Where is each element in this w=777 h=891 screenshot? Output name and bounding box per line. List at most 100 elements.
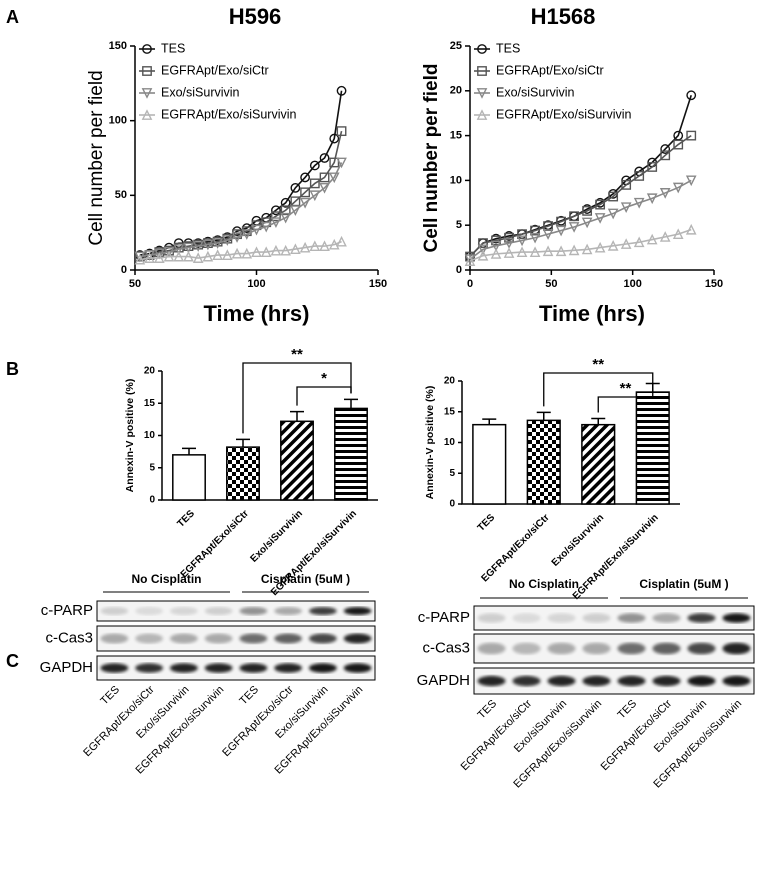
panel-label: A: [6, 7, 19, 27]
marker: [163, 247, 175, 258]
marker: [271, 205, 281, 216]
band: [308, 607, 337, 615]
band: [617, 675, 646, 687]
band: [477, 675, 506, 687]
band: [617, 613, 646, 623]
marker: [672, 182, 684, 194]
bar: [172, 454, 206, 501]
marker: [336, 157, 347, 169]
band: [477, 613, 506, 623]
marker: [336, 235, 347, 247]
marker: [309, 178, 320, 189]
marker: [173, 244, 185, 255]
y-tick-label: 0: [449, 499, 455, 510]
significance-label: **: [592, 356, 604, 373]
marker: [620, 202, 632, 214]
error-bar: [236, 438, 250, 448]
row-label: GAPDH: [40, 659, 93, 676]
legend-label: TES: [161, 41, 185, 55]
band: [100, 607, 129, 615]
bar: [334, 407, 368, 501]
marker: [212, 238, 223, 249]
marker: [329, 133, 340, 144]
band: [100, 663, 129, 673]
row-label: c-Cas3: [422, 639, 470, 656]
marker: [608, 191, 619, 202]
row-label: c-Cas3: [45, 629, 93, 646]
marker: [620, 238, 632, 249]
band: [135, 633, 164, 644]
marker: [542, 245, 554, 257]
error-bar: [182, 447, 196, 455]
lane-label: TES: [237, 684, 261, 708]
row-label: GAPDH: [417, 672, 470, 689]
marker: [336, 126, 347, 137]
marker: [231, 232, 243, 243]
marker: [594, 213, 606, 224]
legend-marker: [477, 66, 487, 76]
group-label: Cisplatin (5uM ): [639, 577, 728, 591]
band: [547, 675, 576, 687]
significance-label: **: [620, 380, 632, 397]
band: [135, 663, 164, 673]
marker: [568, 244, 580, 256]
significance-bracket: [543, 372, 654, 407]
marker: [309, 160, 320, 171]
marker: [270, 244, 282, 256]
series-line: [139, 162, 343, 258]
marker: [153, 252, 165, 263]
marker: [290, 205, 301, 217]
y-tick-label: 20: [144, 366, 156, 377]
marker: [633, 197, 645, 209]
band: [512, 675, 541, 687]
band: [582, 613, 611, 623]
band: [582, 642, 611, 655]
error-bar: [344, 398, 358, 409]
marker: [280, 212, 291, 224]
marker: [478, 238, 488, 249]
bar: [280, 420, 314, 501]
legend-marker: [141, 88, 153, 99]
marker: [202, 250, 214, 262]
significance-label: **: [291, 346, 303, 363]
band: [100, 633, 129, 644]
marker: [173, 250, 185, 262]
marker: [222, 235, 233, 246]
series-line: [469, 95, 692, 258]
x-tick-label: Exo/siSurvivin: [248, 508, 305, 565]
band: [547, 613, 576, 623]
y-tick-label: 5: [456, 219, 462, 231]
band: [135, 607, 164, 615]
marker: [241, 247, 253, 259]
marker: [328, 238, 340, 250]
band: [239, 633, 268, 644]
band: [687, 675, 716, 687]
band: [547, 642, 576, 655]
y-tick-label: 0: [456, 264, 462, 276]
band: [204, 633, 233, 644]
band: [722, 675, 751, 687]
x-tick-label: 0: [467, 278, 473, 290]
x-tick-label: 50: [129, 278, 141, 290]
marker: [504, 232, 514, 243]
marker: [659, 231, 671, 242]
band: [687, 642, 716, 655]
marker: [517, 229, 527, 240]
marker: [529, 246, 541, 257]
lane-label: TES: [98, 684, 122, 708]
series-line: [469, 179, 692, 260]
significance-bracket: [597, 377, 654, 413]
legend-label: TES: [496, 41, 520, 55]
marker: [134, 251, 146, 263]
marker: [685, 175, 697, 187]
band: [274, 633, 303, 644]
band: [308, 663, 337, 673]
lane-label: TES: [616, 698, 640, 722]
error-bar: [591, 417, 606, 425]
marker: [183, 242, 194, 254]
marker: [212, 249, 223, 260]
marker: [231, 247, 243, 259]
marker: [568, 222, 580, 233]
y-tick-label: 5: [449, 468, 455, 479]
marker: [477, 249, 489, 261]
